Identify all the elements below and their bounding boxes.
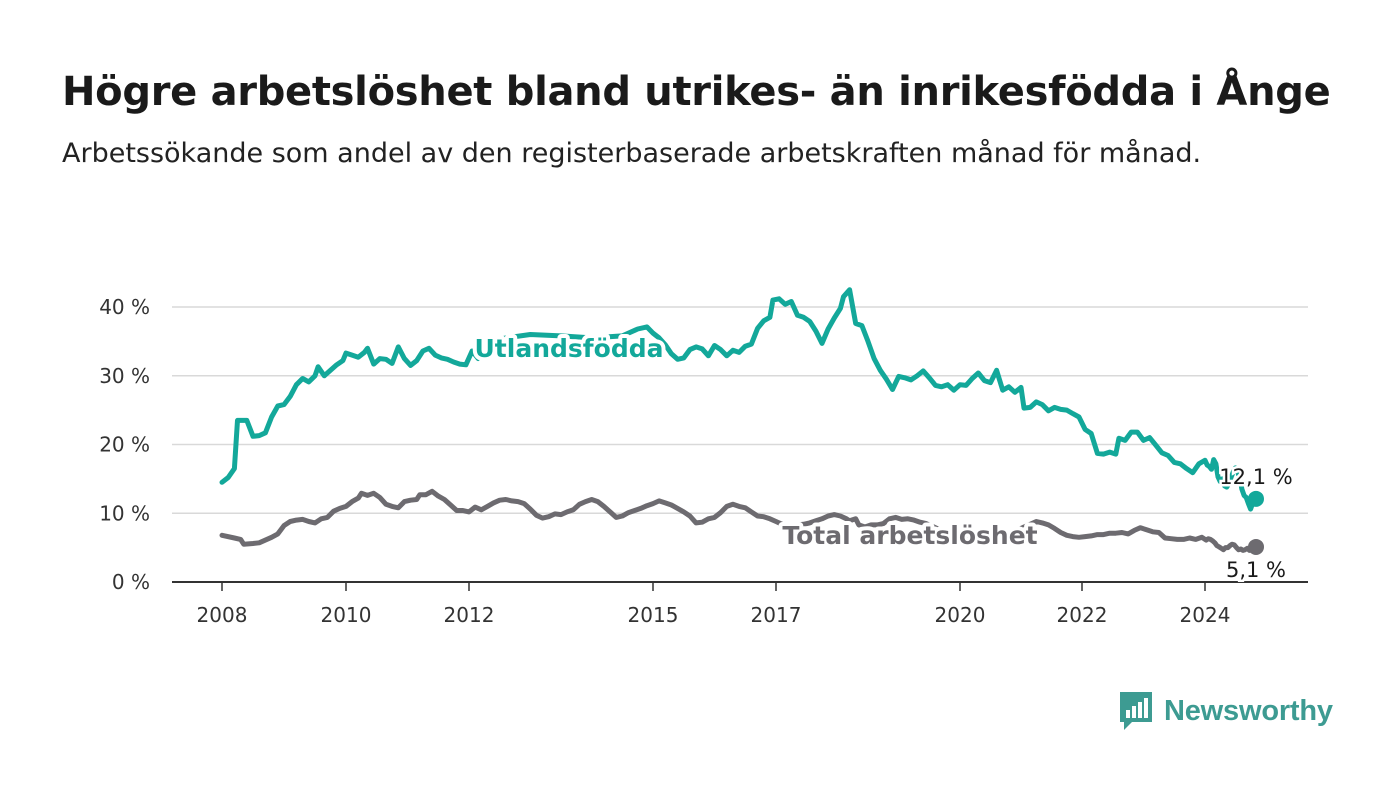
x-tick-label: 2024 — [1180, 603, 1231, 627]
end-label-utlandsfodda: 12,1 % — [1219, 465, 1292, 489]
chart-title: Högre arbetslöshet bland utrikes- än inr… — [62, 69, 1331, 115]
chart-subtitle: Arbetssökande som andel av den registerb… — [62, 138, 1202, 169]
x-tick-label: 2022 — [1057, 603, 1108, 627]
y-tick-label: 40 % — [99, 295, 150, 319]
end-label-total: 5,1 % — [1226, 558, 1286, 582]
y-tick-label: 10 % — [99, 501, 150, 525]
series-line-total — [219, 488, 1259, 553]
series-label-utlandsfodda: Utlandsfödda — [475, 334, 664, 363]
series-line-utlandsfodda — [219, 287, 1259, 512]
end-point-total — [1248, 538, 1264, 555]
x-tick-label: 2008 — [197, 603, 248, 627]
y-tick-label: 20 % — [99, 433, 150, 457]
brand-name: Newsworthy — [1164, 694, 1333, 727]
y-tick-label: 30 % — [99, 364, 150, 388]
x-tick-label: 2017 — [751, 603, 802, 627]
y-tick-label: 0 % — [112, 570, 150, 594]
x-tick-label: 2012 — [444, 603, 495, 627]
x-tick-label: 2010 — [321, 603, 372, 627]
series-label-total: Total arbetslöshet — [782, 521, 1037, 550]
end-point-utlandsfodda — [1248, 490, 1264, 507]
x-tick-label: 2015 — [628, 603, 679, 627]
x-tick-label: 2020 — [935, 603, 986, 627]
brand-logo: Newsworthy — [1118, 690, 1333, 732]
newsworthy-logo-icon — [1120, 692, 1152, 730]
